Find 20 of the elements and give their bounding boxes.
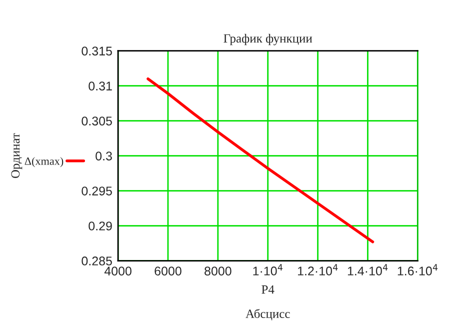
line-series bbox=[146, 77, 374, 244]
legend-label: Δ(xmax) bbox=[24, 157, 64, 168]
x-tick-label: 1.4·10$^{4}$ bbox=[348, 264, 388, 276]
text: Абсцисс bbox=[246, 308, 290, 320]
y-tick-label: 0.29 bbox=[88, 222, 112, 230]
y-tick-label: 0.285 bbox=[82, 256, 112, 266]
y-tick-label: 0.31 bbox=[88, 82, 112, 90]
x-tick-label: 8000 bbox=[204, 266, 232, 276]
x-tick-label: 1.6·10$^{4}$ bbox=[398, 264, 438, 276]
y-tick-label: 0.3 bbox=[96, 152, 112, 160]
x-tick-label: 1.2·10$^{4}$ bbox=[298, 264, 338, 276]
y-tick-label: 0.315 bbox=[82, 46, 112, 56]
x-tick-label: 6000 bbox=[154, 266, 182, 276]
y-tick-label: 0.295 bbox=[82, 186, 112, 196]
x-tick-label: 1·10$^{4}$ bbox=[253, 264, 283, 276]
x-axis-title: P4 bbox=[262, 285, 274, 294]
x-tick-label: 4000 bbox=[104, 266, 132, 276]
y-tick-label: 0.305 bbox=[82, 116, 112, 126]
y-axis-title: Ординат bbox=[11, 133, 22, 178]
chart-title: График функции bbox=[224, 34, 312, 46]
